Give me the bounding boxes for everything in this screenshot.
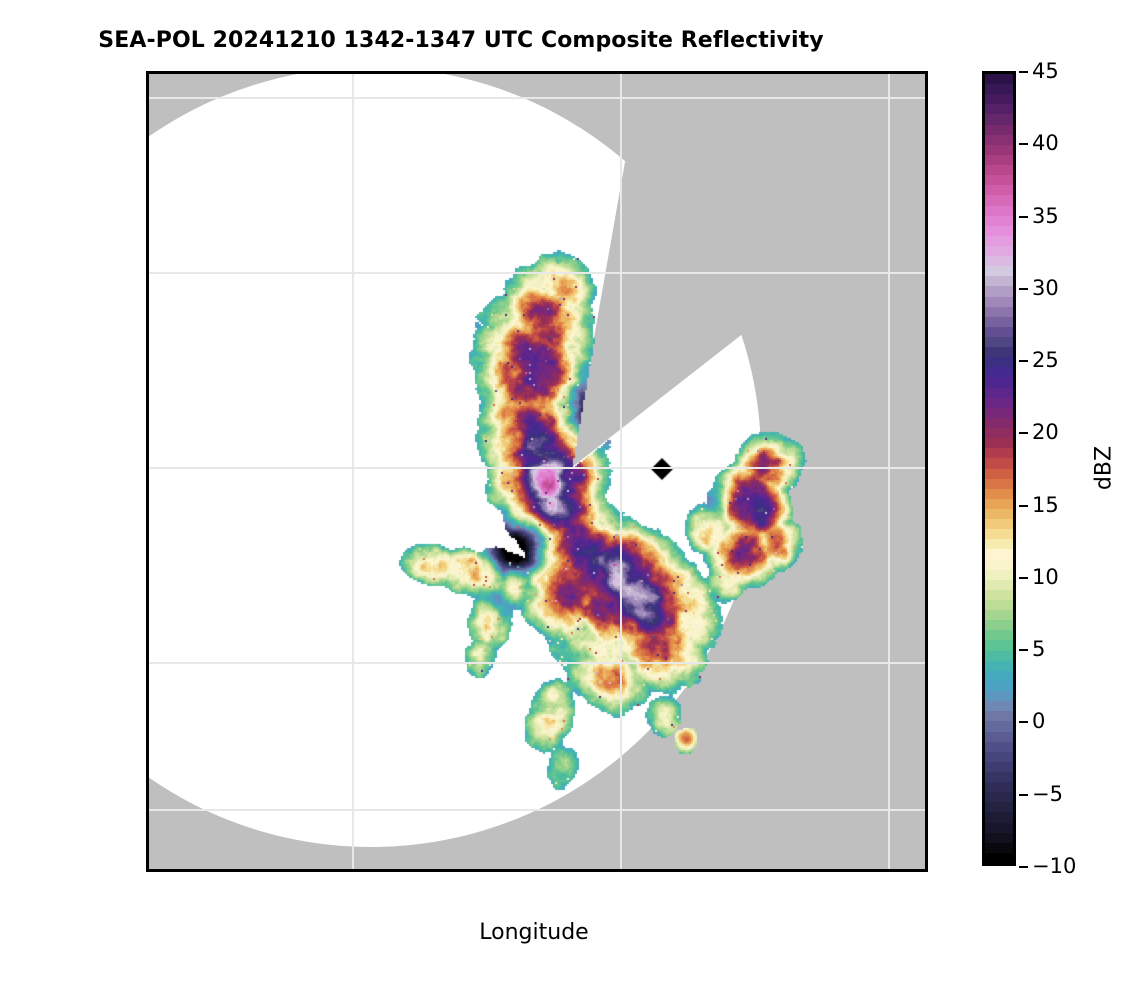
colorbar-tick-label: 20 <box>1032 420 1059 445</box>
colorbar-gradient <box>982 71 1016 866</box>
x-tick <box>351 869 353 872</box>
gridline-vertical <box>888 74 890 869</box>
plot-area[interactable]: 41.5 41.0 40.5 40.0 39.5 −108 −107 −106 … <box>146 71 928 872</box>
colorbar-tick-label: 5 <box>1032 637 1046 662</box>
gridline-horizontal <box>149 467 925 469</box>
colorbar-tick <box>1019 287 1028 290</box>
gridline-horizontal <box>149 97 925 99</box>
colorbar-tick <box>1019 721 1028 724</box>
colorbar-tick-label: −10 <box>1032 854 1077 878</box>
colorbar-tick-label: −5 <box>1032 781 1063 806</box>
colorbar-tick-label: 10 <box>1032 564 1059 589</box>
gridline-horizontal <box>149 662 925 664</box>
colorbar-tick <box>1019 793 1028 796</box>
colorbar-tick-label: 35 <box>1032 203 1059 228</box>
colorbar-tick <box>1019 215 1028 218</box>
colorbar-tick <box>1019 866 1028 868</box>
figure-title: SEA-POL 20241210 1342-1347 UTC Composite… <box>98 28 824 53</box>
reflectivity-echo-layer <box>149 74 925 869</box>
colorbar-tick-label: 30 <box>1032 275 1059 300</box>
colorbar-tick-label: 40 <box>1032 131 1059 156</box>
colorbar-tick <box>1019 432 1028 435</box>
colorbar-tick-label: 15 <box>1032 492 1059 517</box>
colorbar-tick <box>1019 71 1028 73</box>
colorbar-title: dBZ <box>1091 445 1117 491</box>
y-axis-title: Latitude <box>146 497 148 588</box>
x-axis-title: Longitude <box>479 920 589 945</box>
colorbar-tick <box>1019 360 1028 363</box>
x-tick <box>619 869 621 872</box>
colorbar-tick-label: 0 <box>1032 709 1046 734</box>
colorbar-tick <box>1019 143 1028 146</box>
plot-inner <box>149 74 925 869</box>
colorbar-tick <box>1019 576 1028 579</box>
x-tick <box>887 869 889 872</box>
colorbar[interactable]: 45 40 35 30 25 20 15 10 5 0 −5 −10 <box>982 59 1076 878</box>
colorbar-tick <box>1019 649 1028 652</box>
colorbar-tick-label: 45 <box>1032 59 1059 83</box>
colorbar-tick <box>1019 504 1028 507</box>
colorbar-tick-label: 25 <box>1032 348 1059 373</box>
gridline-vertical <box>620 74 622 869</box>
gridline-horizontal <box>149 272 925 274</box>
gridline-horizontal <box>149 809 925 811</box>
gridline-vertical <box>352 74 354 869</box>
